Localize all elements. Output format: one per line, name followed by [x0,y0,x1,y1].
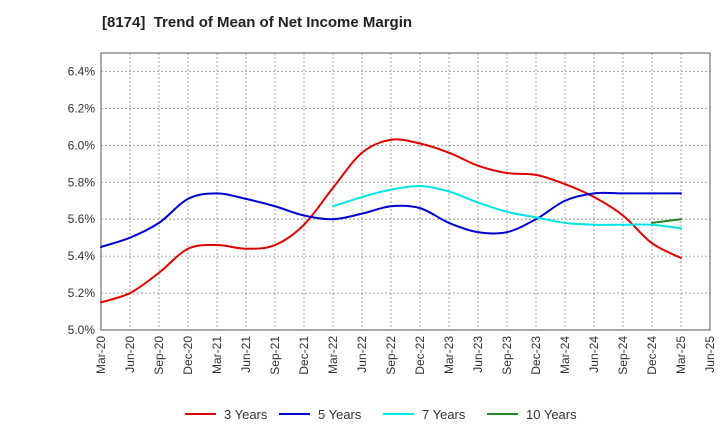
legend-label-7-years: 7 Years [422,407,466,422]
x-tick-label: Dec-22 [413,336,427,375]
x-tick-label: Sep-22 [384,336,398,375]
x-tick-label: Dec-23 [529,336,543,375]
legend-label-5-years: 5 Years [318,407,362,422]
x-tick-label: Dec-20 [181,336,195,375]
x-tick-label: Jun-23 [471,336,485,373]
x-tick-label: Mar-24 [558,336,572,374]
y-tick-label: 5.2% [68,286,96,300]
y-tick-label: 5.4% [68,249,96,263]
x-tick-label: Dec-21 [297,336,311,375]
grid-layer [100,52,711,331]
legend-label-10-years: 10 Years [526,407,577,422]
x-tick-label: Jun-25 [703,336,717,373]
x-tick-label: Sep-23 [500,336,514,375]
series-line-10-years [651,218,682,224]
x-tick-label: Mar-23 [442,336,456,374]
legend-layer: 3 Years 5 Years 7 Years 10 Years [185,407,577,422]
y-tick-label: 5.8% [68,175,96,189]
x-tick-label: Jun-24 [587,336,601,373]
series-line-3-years [100,138,682,304]
y-tick-label: 6.4% [68,64,96,78]
x-tick-label: Mar-21 [210,336,224,374]
x-tick-label: Jun-22 [355,336,369,373]
legend-label-3-years: 3 Years [224,407,268,422]
y-tick-label: 5.0% [68,323,96,337]
y-tick-label: 6.2% [68,101,96,115]
series-layer [100,138,682,304]
chart-title: [8174] Trend of Mean of Net Income Margi… [102,14,413,31]
x-tick-label: Jun-21 [239,336,253,373]
plot-frame [100,52,711,331]
x-tick-label: Dec-24 [645,336,659,375]
x-tick-label: Sep-24 [616,336,630,375]
x-tick-label: Mar-20 [94,336,108,374]
axis-layer: 5.0% 5.2% 5.4% 5.6% 5.8% 6.0% 6.2% 6.4% Mar-20 Ju… [68,64,717,374]
x-tick-label: Mar-22 [326,336,340,374]
x-tick-label: Sep-20 [152,336,166,375]
x-tick-label: Sep-21 [268,336,282,375]
y-tick-label: 6.0% [68,138,96,152]
x-tick-label: Jun-20 [123,336,137,373]
y-tick-label: 5.6% [68,212,96,226]
series-line-7-years [332,184,682,230]
series-line-5-years [100,191,682,248]
x-tick-label: Mar-25 [674,336,688,374]
